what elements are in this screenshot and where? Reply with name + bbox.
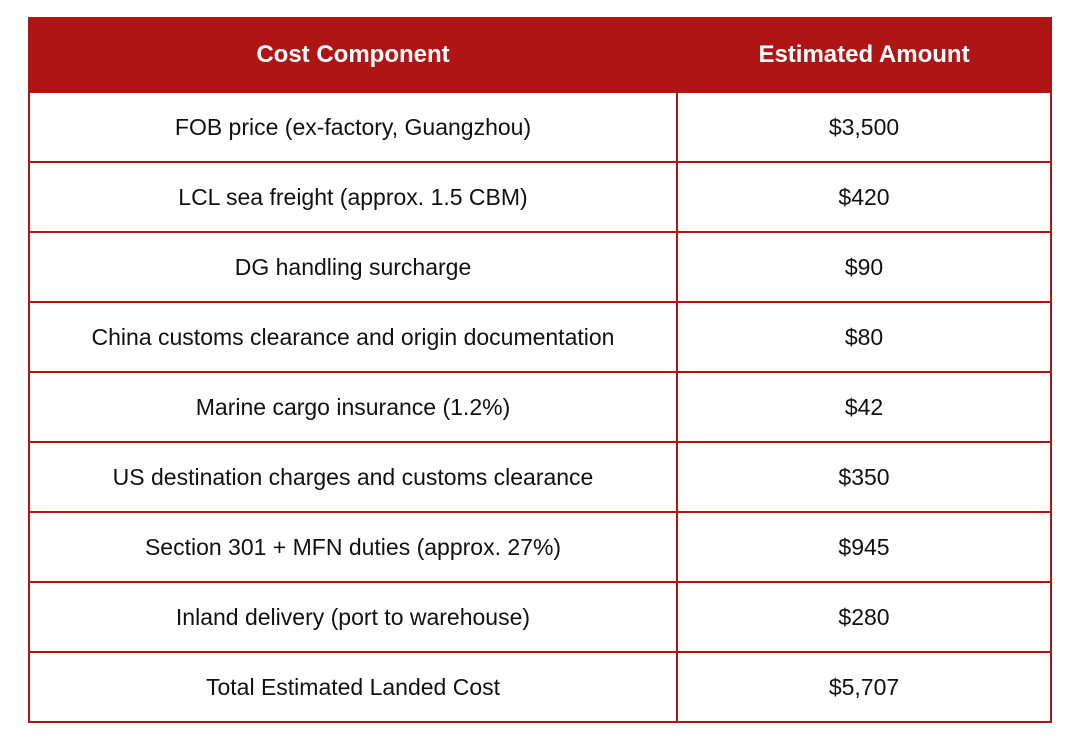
amount-cell: $90	[676, 231, 1052, 303]
cost-component-cell: Section 301 + MFN duties (approx. 27%)	[28, 511, 678, 583]
table-row: Inland delivery (port to warehouse) $280	[28, 581, 1052, 653]
table-header-row: Cost Component Estimated Amount	[28, 17, 1052, 93]
amount-cell: $350	[676, 441, 1052, 513]
amount-cell: $280	[676, 581, 1052, 653]
cost-component-cell: Marine cargo insurance (1.2%)	[28, 371, 678, 443]
cost-component-cell: DG handling surcharge	[28, 231, 678, 303]
table-row: LCL sea freight (approx. 1.5 CBM) $420	[28, 161, 1052, 233]
table-row: FOB price (ex-factory, Guangzhou) $3,500	[28, 91, 1052, 163]
cost-component-cell: FOB price (ex-factory, Guangzhou)	[28, 91, 678, 163]
table-row: China customs clearance and origin docum…	[28, 301, 1052, 373]
cost-component-cell: Inland delivery (port to warehouse)	[28, 581, 678, 653]
table-row: Section 301 + MFN duties (approx. 27%) $…	[28, 511, 1052, 583]
amount-cell: $420	[676, 161, 1052, 233]
table-row: Marine cargo insurance (1.2%) $42	[28, 371, 1052, 443]
amount-cell: $945	[676, 511, 1052, 583]
amount-cell: $3,500	[676, 91, 1052, 163]
amount-cell: $42	[676, 371, 1052, 443]
column-header-cost-component: Cost Component	[28, 17, 678, 93]
table-row: DG handling surcharge $90	[28, 231, 1052, 303]
amount-cell: $80	[676, 301, 1052, 373]
cost-component-cell: LCL sea freight (approx. 1.5 CBM)	[28, 161, 678, 233]
total-label-cell: Total Estimated Landed Cost	[28, 651, 678, 723]
cost-component-cell: US destination charges and customs clear…	[28, 441, 678, 513]
total-amount-cell: $5,707	[676, 651, 1052, 723]
landed-cost-table: Cost Component Estimated Amount FOB pric…	[28, 17, 1052, 723]
total-row: Total Estimated Landed Cost $5,707	[28, 651, 1052, 723]
column-header-estimated-amount: Estimated Amount	[676, 17, 1052, 93]
cost-component-cell: China customs clearance and origin docum…	[28, 301, 678, 373]
table-row: US destination charges and customs clear…	[28, 441, 1052, 513]
